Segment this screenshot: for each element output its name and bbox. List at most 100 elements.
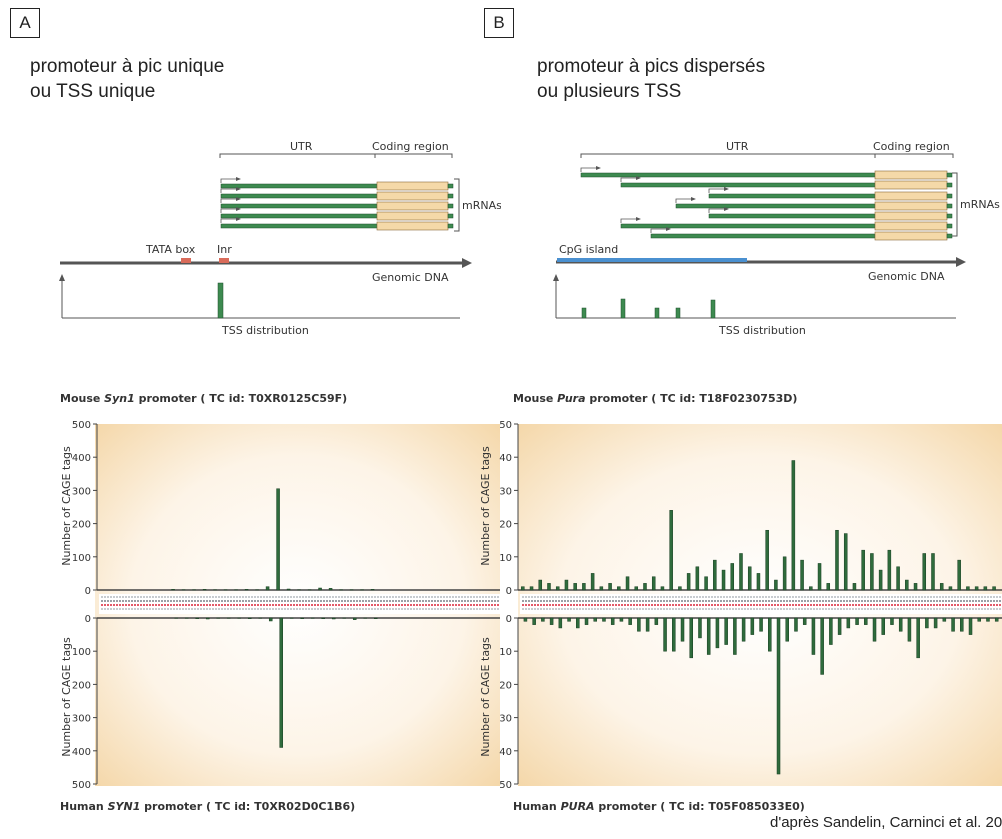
sequence-tick xyxy=(810,604,812,606)
inr-label-a: Inr xyxy=(217,243,232,256)
sequence-tick xyxy=(651,604,653,606)
human-bar xyxy=(977,617,981,622)
sequence-tick xyxy=(416,600,418,602)
sequence-tick xyxy=(356,608,358,610)
sequence-tick xyxy=(852,596,854,598)
mouse-bar xyxy=(286,588,291,591)
sequence-tick xyxy=(491,596,493,598)
sequence-tick xyxy=(774,596,776,598)
sequence-tick xyxy=(609,600,611,602)
sequence-tick xyxy=(990,604,992,606)
sequence-tick xyxy=(260,600,262,602)
sequence-tick xyxy=(549,600,551,602)
sequence-tick xyxy=(759,600,761,602)
mouse-bar xyxy=(678,586,682,591)
sequence-tick xyxy=(425,596,427,598)
sequence-tick xyxy=(305,608,307,610)
sequence-tick xyxy=(191,600,193,602)
mrna-tail xyxy=(946,193,953,199)
sequence-tick xyxy=(107,596,109,598)
sequence-tick xyxy=(777,604,779,606)
sequence-tick xyxy=(182,600,184,602)
chart-a-sequence-track xyxy=(99,594,500,614)
sequence-tick xyxy=(648,608,650,610)
sequence-tick xyxy=(843,608,845,610)
sequence-tick xyxy=(693,596,695,598)
sequence-tick xyxy=(819,608,821,610)
sequence-tick xyxy=(786,600,788,602)
sequence-tick xyxy=(984,604,986,606)
sequence-tick xyxy=(107,604,109,606)
sequence-tick xyxy=(738,608,740,610)
sequence-tick xyxy=(990,600,992,602)
sequence-tick xyxy=(419,608,421,610)
sequence-tick xyxy=(678,604,680,606)
human-bar xyxy=(610,617,615,625)
panel-b-title-line2: ou plusieurs TSS xyxy=(537,81,682,102)
sequence-tick xyxy=(278,596,280,598)
sequence-tick xyxy=(738,600,740,602)
sequence-tick xyxy=(341,604,343,606)
sequence-tick xyxy=(618,604,620,606)
sequence-tick xyxy=(176,600,178,602)
sequence-tick xyxy=(296,600,298,602)
sequence-tick xyxy=(588,600,590,602)
sequence-tick xyxy=(639,596,641,598)
mrna-tail xyxy=(946,172,953,178)
sequence-tick xyxy=(272,604,274,606)
tick-label: 20 xyxy=(499,520,512,531)
sequence-tick xyxy=(621,600,623,602)
sequence-tick xyxy=(116,600,118,602)
sequence-tick xyxy=(669,608,671,610)
sequence-tick xyxy=(963,608,965,610)
sequence-tick xyxy=(537,604,539,606)
sequence-tick xyxy=(867,604,869,606)
arrowhead-icon xyxy=(636,176,641,180)
chart-a-bars xyxy=(171,488,378,748)
sequence-tick xyxy=(209,596,211,598)
sequence-tick xyxy=(389,596,391,598)
mrna-tail xyxy=(946,203,953,209)
sequence-tick xyxy=(525,596,527,598)
sequence-tick xyxy=(783,600,785,602)
sequence-tick xyxy=(269,604,271,606)
mouse-bar xyxy=(547,583,551,591)
mrna-tail xyxy=(946,223,953,229)
sequence-tick xyxy=(981,600,983,602)
sequence-tick xyxy=(678,608,680,610)
sequence-tick xyxy=(741,604,743,606)
sequence-tick xyxy=(308,608,310,610)
sequence-tick xyxy=(852,604,854,606)
human-bar xyxy=(724,617,728,645)
mrna-utr xyxy=(580,172,876,178)
sequence-tick xyxy=(930,596,932,598)
sequence-tick xyxy=(341,608,343,610)
sequence-tick xyxy=(825,600,827,602)
sequence-tick xyxy=(681,608,683,610)
sequence-tick xyxy=(942,600,944,602)
sequence-tick xyxy=(609,608,611,610)
sequence-tick xyxy=(615,608,617,610)
sequence-tick xyxy=(152,596,154,598)
sequence-tick xyxy=(717,600,719,602)
utr-bracket-b xyxy=(580,153,876,158)
sequence-tick xyxy=(831,596,833,598)
sequence-tick xyxy=(353,600,355,602)
sequence-tick xyxy=(317,608,319,610)
sequence-tick xyxy=(555,596,557,598)
sequence-tick xyxy=(290,596,292,598)
sequence-tick xyxy=(449,596,451,598)
mouse-bar xyxy=(704,576,708,591)
sequence-tick xyxy=(167,596,169,598)
sequence-tick xyxy=(633,608,635,610)
sequence-tick xyxy=(681,596,683,598)
sequence-tick xyxy=(242,596,244,598)
sequence-tick xyxy=(488,604,490,606)
sequence-tick xyxy=(389,600,391,602)
sequence-tick xyxy=(891,596,893,598)
sequence-tick xyxy=(537,596,539,598)
sequence-tick xyxy=(540,604,542,606)
sequence-tick xyxy=(552,604,554,606)
sequence-tick xyxy=(639,604,641,606)
sequence-tick xyxy=(990,596,992,598)
